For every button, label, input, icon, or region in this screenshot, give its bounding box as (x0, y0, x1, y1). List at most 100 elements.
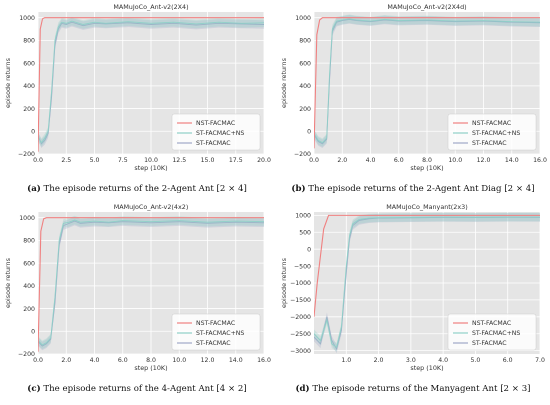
chart-panel-c: MAMuJoCo_Ant-v2(4x2) −200 0 200 400 600 800 100… (2, 202, 272, 402)
caption-d: (d) The episode returns of the Manyagent… (278, 384, 548, 394)
legend-label: ST-FACMAC+NS (196, 130, 244, 137)
x-tick-label: 0.0 (33, 157, 43, 164)
y-tick-label: −200 (294, 151, 311, 158)
chart-title: MAMuJoCo_Manyant(2x3) (386, 203, 467, 211)
x-tick-label: 8.0 (422, 157, 432, 164)
x-tick-label: 16.0 (257, 357, 271, 364)
x-tick-label: 3.0 (406, 357, 416, 364)
y-axis-label: episode returns (4, 257, 12, 308)
x-tick-label: 2.0 (374, 357, 384, 364)
series-line-NST-FACMAC (314, 17, 540, 149)
y-tick-label: −1000 (290, 280, 311, 287)
y-tick-label: 600 (299, 60, 311, 67)
caption-a: (a) The episode returns of the 2-Agent A… (2, 184, 272, 194)
series-line-ST-FACMAC+NS (38, 20, 264, 144)
y-tick-label: 0 (31, 128, 35, 135)
series-line-ST-FACMAC (38, 220, 264, 347)
x-tick-label: 12.0 (477, 157, 491, 164)
legend-box (171, 313, 261, 351)
legend-label: ST-FACMAC+NS (472, 130, 520, 137)
legend-label: ST-FACMAC (472, 140, 507, 147)
legend-label: ST-FACMAC (196, 340, 231, 347)
y-axis-label: episode returns (280, 257, 288, 308)
x-tick-label: 5.0 (471, 357, 481, 364)
series-group (314, 14, 540, 149)
chart-title: MAMuJoCo_Ant-v2(2X4d) (387, 3, 466, 11)
x-tick-label: 6.0 (503, 357, 513, 364)
x-tick-label: 10.0 (448, 157, 462, 164)
y-tick-label: 600 (23, 60, 35, 67)
y-tick-label: 600 (23, 260, 35, 267)
x-tick-label: 15.0 (201, 157, 215, 164)
x-axis-label: step (10K) (134, 364, 167, 372)
x-tick-label: 0.0 (33, 357, 43, 364)
legend: NST-FACMAC ST-FACMAC+NS ST-FACMAC (171, 313, 261, 351)
x-tick-label: 12.0 (201, 357, 215, 364)
x-tick-label: 6.0 (394, 157, 404, 164)
y-tick-label: 0 (31, 328, 35, 335)
y-tick-label: 400 (23, 83, 35, 90)
y-tick-label: −2500 (290, 331, 311, 338)
caption-letter: (a) (27, 184, 41, 194)
legend: NST-FACMAC ST-FACMAC+NS ST-FACMAC (447, 313, 537, 351)
caption-text: The episode returns of the 4-Agent Ant [… (40, 384, 247, 394)
x-tick-label: 10.0 (172, 357, 186, 364)
x-tick-label: 16.0 (533, 157, 547, 164)
series-group (38, 16, 264, 152)
x-tick-label: 2.0 (337, 157, 347, 164)
series-line-NST-FACMAC (314, 214, 540, 317)
series-group (38, 215, 264, 352)
y-tick-label: 1000 (19, 215, 35, 222)
y-tick-label: 500 (299, 229, 311, 236)
chart-d: MAMuJoCo_Manyant(2x3) −3000 −2500 −2000 −150… (280, 203, 545, 372)
y-tick-label: 1000 (295, 15, 311, 22)
x-tick-label: 8.0 (146, 357, 156, 364)
y-tick-label: 400 (23, 283, 35, 290)
x-tick-label: 5.0 (90, 157, 100, 164)
x-tick-label: 20.0 (257, 157, 271, 164)
chart-title: MAMuJoCo_Ant-v2(4x2) (114, 203, 189, 211)
x-axis-label: step (10K) (410, 164, 443, 172)
series-group (314, 212, 540, 354)
x-tick-label: 0.0 (309, 157, 319, 164)
y-tick-label: −500 (294, 263, 311, 270)
x-tick-label: 4.0 (366, 157, 376, 164)
chart-a: MAMuJoCo_Ant-v2(2X4) −200 0 200 400 600 800 100… (4, 3, 271, 172)
y-axis-label: episode returns (280, 57, 288, 108)
chart-b: MAMuJoCo_Ant-v2(2X4d) −200 0 200 400 600 800 10… (280, 3, 547, 172)
x-tick-label: 2.5 (61, 157, 71, 164)
legend-label: ST-FACMAC+NS (196, 330, 244, 337)
x-tick-label: 1.0 (341, 357, 351, 364)
y-tick-label: 0 (307, 128, 311, 135)
y-tick-label: 1000 (19, 15, 35, 22)
y-tick-label: −200 (18, 151, 35, 158)
x-tick-label: 17.5 (229, 157, 243, 164)
y-tick-label: 1000 (295, 213, 311, 220)
y-tick-label: 0 (307, 246, 311, 253)
caption-c: (c) The episode returns of the 4-Agent A… (2, 384, 272, 394)
series-line-NST-FACMAC (38, 17, 264, 152)
caption-letter: (d) (295, 384, 310, 394)
caption-text: The episode returns of the 2-Agent Ant D… (305, 184, 535, 194)
x-tick-label: 2.0 (61, 357, 71, 364)
y-tick-label: 200 (299, 106, 311, 113)
y-tick-label: −1500 (290, 297, 311, 304)
chart-panel-b: MAMuJoCo_Ant-v2(2X4d) −200 0 200 400 600 800 10… (278, 2, 548, 202)
y-tick-label: 200 (23, 306, 35, 313)
legend: NST-FACMAC ST-FACMAC+NS ST-FACMAC (171, 113, 261, 151)
x-tick-label: 10.0 (144, 157, 158, 164)
series-line-ST-FACMAC (314, 18, 540, 145)
y-tick-label: 200 (23, 106, 35, 113)
series-line-ST-FACMAC+NS (38, 219, 264, 346)
caption-text: The episode returns of the Manyagent Ant… (309, 384, 531, 394)
chart-panel-d: MAMuJoCo_Manyant(2x3) −3000 −2500 −2000 −150… (278, 202, 548, 402)
caption-letter: (c) (27, 384, 41, 394)
x-tick-label: 4.0 (90, 357, 100, 364)
legend-label: ST-FACMAC (196, 140, 231, 147)
caption-letter: (b) (291, 184, 306, 194)
x-axis-label: step (10K) (134, 164, 167, 172)
y-tick-label: −3000 (290, 348, 311, 355)
legend-label: NST-FACMAC (472, 320, 511, 327)
series-line-ST-FACMAC+NS (314, 216, 540, 348)
x-tick-label: 7.0 (535, 357, 545, 364)
